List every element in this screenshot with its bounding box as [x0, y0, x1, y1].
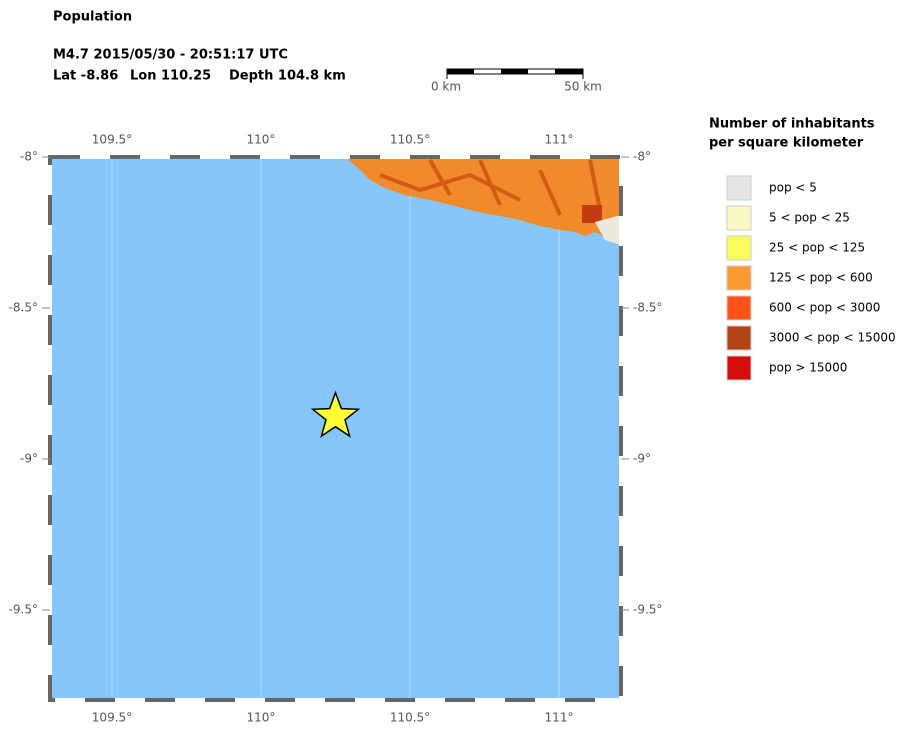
event: M4.7 2015/05/30 - 20:51:17 UTC [53, 48, 288, 63]
lat-label: -9° [20, 452, 38, 466]
scale-end: 50 km [564, 80, 602, 94]
lon-label: 111° [545, 133, 574, 147]
legend-swatch [726, 295, 752, 321]
legend-label: 600 < pop < 3000 [769, 301, 880, 315]
lon-label: 109.5° [92, 711, 132, 725]
epicenter [310, 390, 361, 438]
scale-bar [446, 68, 584, 79]
legend-label: pop < 5 [769, 181, 817, 195]
lon-label: 110° [247, 133, 276, 147]
frame [48, 155, 623, 702]
lon-label: 110.5° [390, 711, 430, 725]
legend-swatch [726, 205, 752, 231]
lat-label: -8.5° [9, 301, 38, 315]
legend-label: 25 < pop < 125 [769, 241, 865, 255]
lon: Lon 110.25 [130, 69, 211, 84]
lon-label: 110.5° [390, 133, 430, 147]
legend-swatch [726, 325, 752, 351]
legend-label: 3000 < pop < 15000 [769, 331, 896, 345]
scale-start: 0 km [431, 80, 461, 94]
legend-label: 5 < pop < 25 [769, 211, 850, 225]
lat-label: -8.5° [633, 301, 662, 315]
land [345, 157, 621, 245]
lat-label: -8° [633, 150, 651, 164]
lat-label: -8° [20, 150, 38, 164]
lon-label: 109.5° [92, 133, 132, 147]
legend-swatch [726, 355, 752, 381]
lat-label: -9.5° [9, 603, 38, 617]
lat: Lat -8.86 [53, 69, 118, 84]
depth: Depth 104.8 km [229, 69, 346, 84]
title: Population [53, 10, 132, 25]
legend-label: pop > 15000 [769, 361, 847, 375]
ocean [50, 157, 621, 700]
lat-label: -9° [633, 452, 651, 466]
lon-label: 111° [545, 711, 574, 725]
legend-swatch [726, 175, 752, 201]
legend-swatch [726, 265, 752, 291]
legend-title: per square kilometer [709, 136, 864, 151]
legend-swatch [726, 235, 752, 261]
lat-label: -9.5° [633, 603, 662, 617]
lon-label: 110° [247, 711, 276, 725]
legend-title: Number of inhabitants [709, 117, 875, 132]
legend-label: 125 < pop < 600 [769, 271, 873, 285]
